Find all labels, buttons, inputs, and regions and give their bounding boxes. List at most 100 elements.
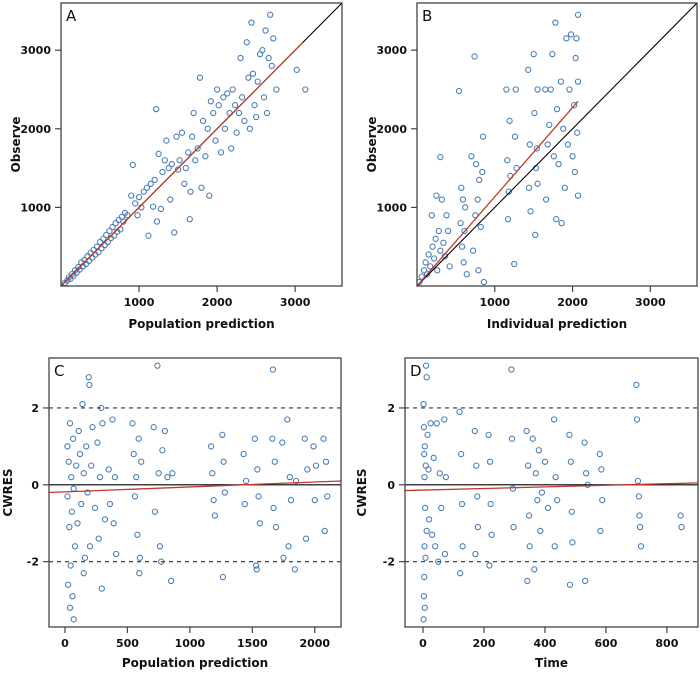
data-point [457,570,464,577]
data-point [529,435,536,442]
data-point [444,227,452,235]
data-point [254,466,261,473]
data-point [538,489,546,496]
identity-line [417,3,697,286]
data-point [221,489,228,496]
data-point [561,184,568,191]
data-point [124,212,131,219]
data-point [249,70,257,77]
data-point [429,243,436,250]
data-point [420,424,428,431]
data-point [525,184,533,191]
data-point [479,168,486,176]
x-tick-label: 2000 [557,296,588,309]
data-point [76,450,84,458]
data-point [567,458,575,465]
data-point [202,153,209,160]
data-point [167,196,174,203]
x-axis-label: Population prediction [122,656,268,670]
data-point [240,450,247,458]
x-tick-label: 1500 [237,637,268,650]
data-point [272,523,280,531]
data-point [217,149,225,156]
data-point [311,497,318,504]
data-point [229,86,236,93]
data-point [475,267,482,274]
data-point [86,381,93,389]
data-point [458,500,466,508]
data-point [571,168,579,176]
data-point [633,416,641,423]
plot-frame [48,357,342,628]
data-point [566,581,574,588]
y-tick-label: 2000 [376,123,407,136]
panel-label: C [54,362,64,380]
data-point [181,180,188,187]
data-point [526,141,533,148]
data-point [80,570,87,577]
data-point [286,473,293,481]
data-point [68,473,75,481]
panel-c: C 0 500 1000 1500 2000 -2 0 2 Population predicti… [1,357,342,670]
data-point [567,31,575,38]
data-point [109,416,116,423]
data-point [420,400,427,408]
y-tick-label: 2 [387,402,395,415]
data-point [68,508,76,515]
data-point [459,543,466,550]
data-point [101,516,109,523]
data-point [248,19,255,26]
data-point [420,593,428,600]
data-point [246,125,254,132]
data-point [469,247,477,254]
data-point [302,86,309,93]
data-point [86,543,94,550]
data-point [526,543,533,550]
data-point [479,133,487,140]
data-point [219,573,227,581]
data-point [209,470,216,477]
data-point [167,577,175,585]
data-point [477,223,484,231]
data-point [251,435,258,442]
data-point [599,497,606,504]
data-point [435,227,442,235]
data-point [440,239,447,246]
data-point [573,35,580,42]
data-point [534,180,541,187]
plot-area [61,3,342,286]
data-point [96,473,104,481]
data-point [267,11,274,18]
data-point [64,493,71,500]
data-point [537,527,544,535]
data-point [463,271,470,278]
data-point [552,19,559,26]
x-tick-label: 0 [419,637,427,650]
data-point [242,477,250,485]
x-tick-label: 1000 [479,296,510,309]
data-point [206,192,213,199]
data-point [488,531,495,538]
y-tick-label: -2 [27,556,39,569]
trend-line [417,100,579,286]
data-point [133,473,140,481]
data-point [85,374,92,381]
data-point [503,86,510,93]
data-point [456,408,463,415]
plot-area [49,362,341,623]
data-point [207,443,215,450]
data-point [432,235,439,242]
data-point [506,117,513,125]
plot-frame [416,2,698,287]
data-point [446,263,453,270]
data-point [155,150,162,158]
data-point [472,161,480,168]
data-point [427,420,434,427]
x-tick-label: 3000 [635,296,666,309]
data-point [185,149,192,156]
data-point [106,227,113,235]
data-point [94,439,101,446]
x-tick-label: 400 [533,637,556,650]
data-point [462,204,469,211]
data-point [473,462,480,469]
